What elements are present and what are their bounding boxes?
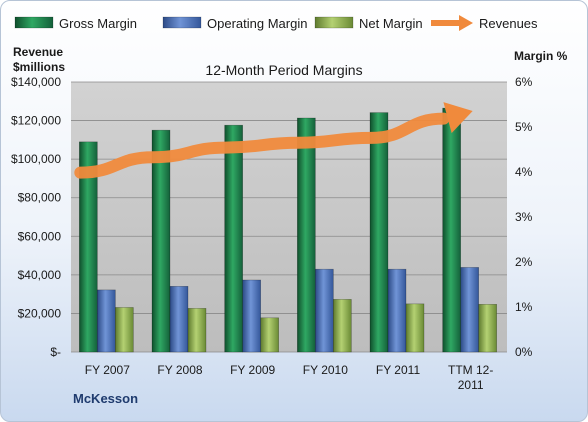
left-tick-label: $140,000: [11, 75, 61, 89]
revenue-line: [74, 102, 473, 179]
left-tick-label: $20,000: [18, 306, 62, 320]
bar-net-margin: [333, 299, 352, 353]
bar-operating-margin: [242, 279, 261, 353]
left-axis: $- $20,000 $40,000 $60,000 $80,000 $100,000 $1…: [11, 75, 61, 359]
bar-operating-margin: [169, 285, 189, 353]
right-axis-title: Margin %: [514, 49, 568, 63]
chart-title: 12-Month Period Margins: [205, 62, 362, 78]
legend-swatch-net-margin: [314, 16, 354, 29]
bar-operating-margin: [460, 267, 479, 353]
legend-swatch-gross-margin: [14, 16, 54, 29]
bar-gross-margin: [442, 107, 461, 353]
bar-net-margin: [405, 303, 425, 353]
left-tick-label: $40,000: [18, 268, 62, 282]
bar-gross-margin: [297, 117, 316, 353]
right-tick-label: 2%: [515, 255, 533, 269]
revenue-arrowhead-icon: [443, 102, 473, 134]
right-tick-label: 0%: [515, 345, 533, 359]
left-tick-label: $60,000: [18, 229, 62, 243]
right-tick-label: 5%: [515, 120, 533, 134]
bar-operating-margin: [315, 268, 334, 353]
bar-net-margin: [115, 307, 134, 353]
legend-label: Revenues: [479, 16, 538, 31]
right-tick-label: 3%: [515, 210, 533, 224]
legend-label: Net Margin: [359, 16, 423, 31]
company-label: McKesson: [73, 391, 138, 406]
x-tick-label: 2011: [458, 378, 484, 392]
legend: Gross Margin Operating Margin Net Margin Re…: [14, 15, 538, 31]
legend-swatch-operating-margin: [162, 16, 202, 29]
x-axis: FY 2007 FY 2008 FY 2009 FY 2010 FY 2011 TTM 1…: [85, 363, 494, 392]
left-tick-label: $80,000: [18, 191, 62, 205]
left-tick-label: $100,000: [11, 152, 61, 166]
right-tick-label: 6%: [515, 75, 533, 89]
bar-gross-margin: [151, 129, 171, 353]
bar-net-margin: [187, 308, 207, 353]
right-tick-label: 4%: [515, 165, 533, 179]
bar-gross-margin: [369, 112, 389, 353]
bars: [79, 107, 497, 353]
bar-gross-margin: [224, 124, 243, 353]
legend-label: Operating Margin: [207, 16, 307, 31]
bar-net-margin: [260, 317, 279, 353]
bar-operating-margin: [97, 289, 116, 353]
left-axis-title-line2: $millions: [13, 60, 65, 74]
x-tick-label: FY 2008: [157, 363, 202, 377]
plot-area: [71, 82, 507, 352]
right-tick-label: 1%: [515, 300, 533, 314]
right-axis: 0% 1% 2% 3% 4% 5% 6%: [515, 75, 533, 359]
left-tick-label: $-: [50, 345, 61, 359]
x-tick-label: TTM 12-: [448, 363, 493, 377]
bar-net-margin: [478, 303, 497, 353]
left-axis-title-line1: Revenue: [13, 45, 63, 59]
bar-gross-margin: [79, 141, 98, 353]
x-tick-label: FY 2011: [376, 363, 421, 377]
legend-label: Gross Margin: [59, 16, 137, 31]
x-tick-label: FY 2010: [303, 363, 348, 377]
revenue-line-path: [74, 112, 450, 179]
left-tick-label: $120,000: [11, 114, 61, 128]
x-tick-label: FY 2007: [85, 363, 130, 377]
x-tick-label: FY 2009: [230, 363, 275, 377]
legend-arrow-icon: [459, 15, 473, 31]
bar-operating-margin: [387, 268, 407, 353]
